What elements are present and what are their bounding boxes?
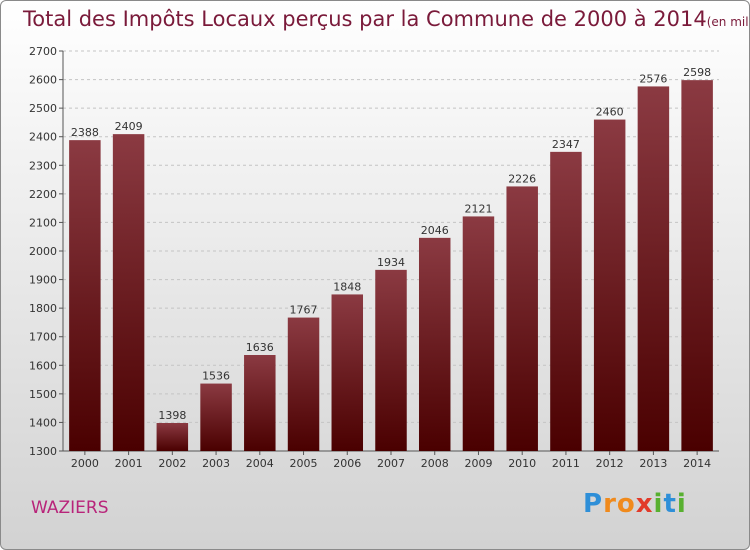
bar-value-label: 2046 bbox=[421, 224, 449, 237]
bar-value-label: 1767 bbox=[290, 304, 318, 317]
x-tick-label: 2002 bbox=[158, 457, 186, 470]
data-labels: 2388 2000 2409 2001 1398 2002 1536 2003 1636 2004… bbox=[71, 66, 711, 470]
logo-letter: r bbox=[603, 489, 617, 519]
bar bbox=[418, 237, 451, 451]
x-tick-label: 2010 bbox=[508, 457, 536, 470]
logo-letter: t bbox=[663, 489, 677, 519]
y-tick-label: 1600 bbox=[29, 359, 57, 372]
bar bbox=[69, 140, 101, 451]
bar bbox=[156, 423, 189, 451]
logo-letter: P bbox=[583, 489, 604, 519]
bars bbox=[69, 80, 713, 452]
x-tick-label: 2009 bbox=[464, 457, 492, 470]
x-tick-label: 2006 bbox=[333, 457, 361, 470]
bar-value-label: 1934 bbox=[377, 256, 405, 269]
x-tick-label: 2012 bbox=[596, 457, 624, 470]
y-tick-label: 2000 bbox=[29, 245, 57, 258]
bar-value-label: 2226 bbox=[508, 172, 536, 185]
y-tick-label: 1900 bbox=[29, 274, 57, 287]
x-tick-label: 2000 bbox=[71, 457, 99, 470]
bar bbox=[112, 134, 145, 451]
bar bbox=[244, 355, 276, 451]
x-tick-label: 2013 bbox=[639, 457, 667, 470]
bar bbox=[681, 80, 713, 452]
commune-name: WAZIERS bbox=[31, 498, 109, 518]
x-tick-label: 2007 bbox=[377, 457, 405, 470]
x-tick-label: 2004 bbox=[246, 457, 274, 470]
y-tick-label: 2700 bbox=[29, 45, 57, 58]
bar bbox=[462, 216, 495, 451]
logo-letter: i bbox=[676, 489, 687, 519]
chart-title: Total des Impôts Locaux perçus par la Co… bbox=[23, 7, 707, 31]
bar bbox=[506, 186, 538, 451]
chart-unit: (en milliers d'€) bbox=[706, 15, 750, 29]
x-tick-label: 2003 bbox=[202, 457, 230, 470]
bar bbox=[550, 151, 582, 451]
y-tick-label: 2100 bbox=[29, 216, 57, 229]
bar-value-label: 1398 bbox=[158, 409, 186, 422]
bar bbox=[593, 119, 626, 452]
x-tick-label: 2011 bbox=[552, 457, 580, 470]
bar-value-label: 2576 bbox=[639, 72, 667, 85]
bar-value-label: 2121 bbox=[464, 202, 492, 215]
proxiti-logo: Proxiti bbox=[583, 489, 687, 519]
x-tick-label: 2005 bbox=[290, 457, 318, 470]
bar-value-label: 1536 bbox=[202, 370, 230, 383]
logo-letter: x bbox=[635, 489, 654, 519]
bar-value-label: 2460 bbox=[596, 106, 624, 119]
bar-value-label: 2388 bbox=[71, 126, 99, 139]
y-tick-label: 2400 bbox=[29, 131, 57, 144]
y-tick-label: 1500 bbox=[29, 388, 57, 401]
bar-value-label: 1848 bbox=[333, 280, 361, 293]
y-tick-label: 1700 bbox=[29, 331, 57, 344]
y-tick-label: 2200 bbox=[29, 188, 57, 201]
y-tick-label: 1800 bbox=[29, 302, 57, 315]
y-tick-label: 1400 bbox=[29, 416, 57, 429]
logo-letter: i bbox=[653, 489, 664, 519]
x-tick-label: 2014 bbox=[683, 457, 711, 470]
bar bbox=[375, 269, 407, 451]
bar-value-label: 2409 bbox=[115, 120, 143, 133]
x-tick-label: 2008 bbox=[421, 457, 449, 470]
chart-title-row: Total des Impôts Locaux perçus par la Co… bbox=[23, 7, 750, 31]
bar-value-label: 2598 bbox=[683, 66, 711, 79]
bar bbox=[287, 317, 320, 451]
bar-value-label: 2347 bbox=[552, 138, 580, 151]
bar bbox=[331, 294, 364, 451]
bar bbox=[200, 383, 232, 451]
y-tick-label: 1300 bbox=[29, 445, 57, 458]
y-tick-label: 2500 bbox=[29, 102, 57, 115]
y-tick-label: 2300 bbox=[29, 159, 57, 172]
bar bbox=[637, 86, 670, 451]
logo-letter: o bbox=[616, 489, 636, 519]
x-tick-label: 2001 bbox=[115, 457, 143, 470]
axes: 1300 1400 1500 1600 1700 1800 1900 2000 2100 2200… bbox=[29, 45, 719, 458]
bar-value-label: 1636 bbox=[246, 341, 274, 354]
y-tick-label: 2600 bbox=[29, 74, 57, 87]
